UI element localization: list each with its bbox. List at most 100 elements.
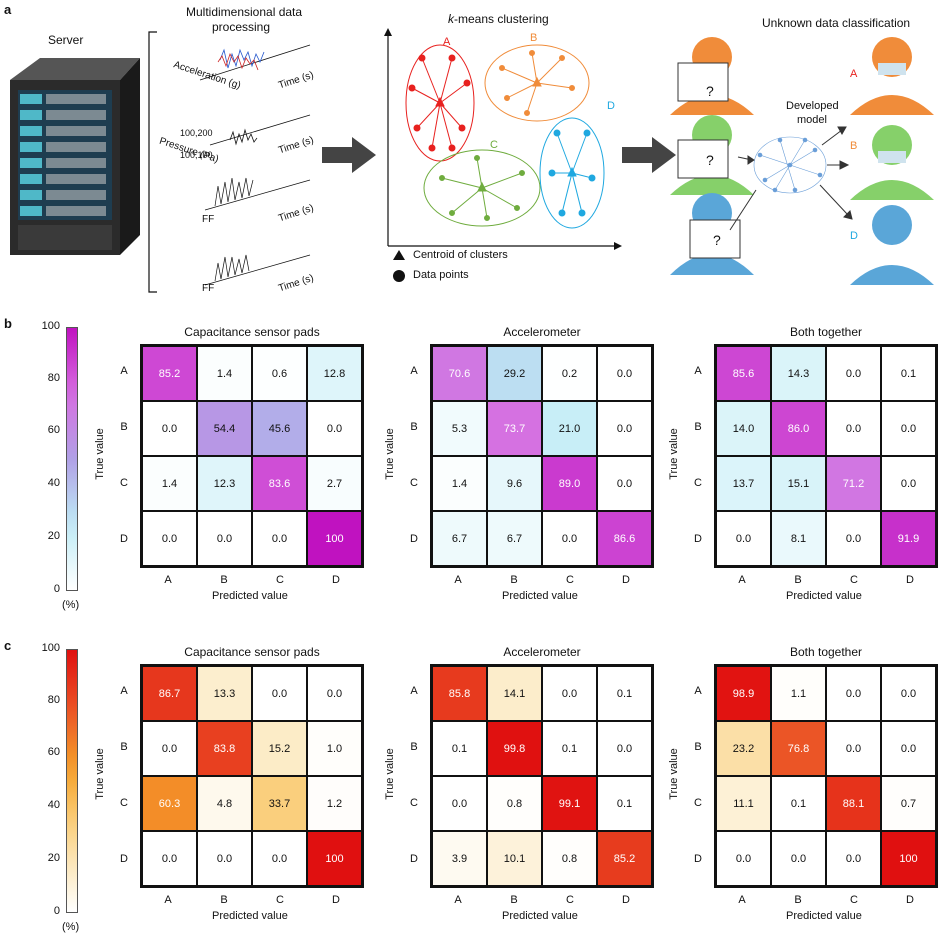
heatmap-title: Both together [789,325,863,339]
matrix-cell: 1.4 [197,346,252,401]
matrix-cell: 85.2 [597,831,652,886]
x-tick-label: D [906,574,914,586]
matrix-cell: 0.1 [597,666,652,721]
x-tick-label: A [164,894,172,906]
panel-label-a: a [4,2,12,17]
matrix-cell: 0.0 [771,831,826,886]
matrix-cell: 0.0 [252,666,307,721]
matrix-cell: 0.7 [881,776,936,831]
ff-label-1: FF [202,214,215,225]
matrix-cell: 0.0 [597,346,652,401]
matrix-cell: 0.6 [252,346,307,401]
x-tick-label: D [622,894,630,906]
x-tick-label: A [738,574,746,586]
matrix-cell: 0.0 [197,831,252,886]
y-axis-label: True value [384,428,396,480]
matrix-cell: 1.4 [142,456,197,511]
x-tick-label: B [510,894,518,906]
matrix-cell: 76.8 [771,721,826,776]
matrix-cell: 14.1 [487,666,542,721]
y-tick-label: A [120,685,128,697]
panel-label-b: b [4,316,12,331]
x-tick-label: C [566,574,574,586]
matrix-cell: 0.0 [881,666,936,721]
matrix-cell: 0.0 [881,721,936,776]
y-axis-label: True value [384,748,396,800]
colorbar-tick: 40 [47,799,60,811]
colorbar-tick: 80 [47,694,60,706]
legend-centroid: Centroid of clusters [413,249,508,261]
matrix-cell: 86.6 [597,511,652,566]
matrix-cell: 12.8 [307,346,362,401]
y-tick-label: D [410,853,418,865]
matrix-cell: 0.0 [826,401,881,456]
matrix-cell: 85.2 [142,346,197,401]
colorbar-unit: (%) [62,921,80,933]
x-axis-label: Predicted value [502,910,578,922]
matrix-cell: 85.8 [432,666,487,721]
colorbar-tick: 60 [47,746,60,758]
x-tick-label: A [454,894,462,906]
matrix-cell: 13.7 [716,456,771,511]
heatmap-title: Both together [789,645,863,659]
y-tick-label: D [120,853,128,865]
confusion-matrix: 85.2 1.4 0.6 12.8 0.0 54.4 45.6 0.0 1.4 12.3 83.6 2… [140,344,364,568]
x-tick-label: D [622,574,630,586]
y-tick-label: C [694,797,702,809]
colorbar-tick: 0 [53,583,60,595]
classification-illustration [670,37,934,285]
confusion-matrix: 70.6 29.2 0.2 0.0 5.3 73.7 21.0 0.0 1.4 9.6 89.0 0.… [430,344,654,568]
y-axis-label: True value [94,428,106,480]
y-tick-label: C [410,477,418,489]
matrix-cell: 0.8 [542,831,597,886]
matrix-cell: 0.0 [826,346,881,401]
matrix-cell: 3.9 [432,831,487,886]
x-tick-label: C [850,574,858,586]
y-tick-label: A [694,685,702,697]
matrix-cell: 0.0 [142,721,197,776]
colorbar-tick: 20 [47,530,60,542]
matrix-cell: 4.8 [197,776,252,831]
matrix-cell: 1.1 [771,666,826,721]
result-label-a: A [850,68,858,80]
matrix-cell: 5.3 [432,401,487,456]
y-tick-label: A [120,365,128,377]
x-tick-label: A [454,574,462,586]
colorbar-tick: 100 [41,320,60,332]
matrix-cell: 0.2 [542,346,597,401]
matrix-cell: 0.0 [307,666,362,721]
x-tick-label: C [850,894,858,906]
result-label-b: B [850,140,858,152]
matrix-cell: 1.2 [307,776,362,831]
x-axis-label: Predicted value [212,910,288,922]
pressure-tick-1: 100,200 [180,128,213,138]
x-tick-label: C [276,574,284,586]
matrix-cell: 0.1 [542,721,597,776]
matrix-cell: 14.3 [771,346,826,401]
matrix-cell: 2.7 [307,456,362,511]
matrix-cell: 23.2 [716,721,771,776]
matrix-cell: 100 [881,831,936,886]
cluster-label-d: D [607,100,615,112]
heatmap-title: Accelerometer [503,645,581,659]
matrix-cell: 13.3 [197,666,252,721]
confusion-matrix: 98.9 1.1 0.0 0.0 23.2 76.8 0.0 0.0 11.1 0.1 88.1 0.… [714,664,938,888]
matrix-cell: 1.0 [307,721,362,776]
matrix-cell: 83.8 [197,721,252,776]
matrix-cell: 86.0 [771,401,826,456]
x-tick-label: B [794,894,802,906]
heatmap-title: Capacitance sensor pads [184,325,320,339]
confusion-matrix: 86.7 13.3 0.0 0.0 0.0 83.8 15.2 1.0 60.3 4.8 33.7 1… [140,664,364,888]
matrix-cell: 100 [307,511,362,566]
result-label-d: D [850,230,858,242]
bracket-divider [148,31,157,293]
x-axis-label: Predicted value [786,910,862,922]
matrix-cell: 33.7 [252,776,307,831]
matrix-cell: 0.0 [142,511,197,566]
colorbar-unit: (%) [62,599,80,611]
matrix-cell: 71.2 [826,456,881,511]
matrix-cell: 100 [307,831,362,886]
x-tick-label: D [332,574,340,586]
matrix-cell: 0.0 [252,511,307,566]
y-axis-label: True value [94,748,106,800]
